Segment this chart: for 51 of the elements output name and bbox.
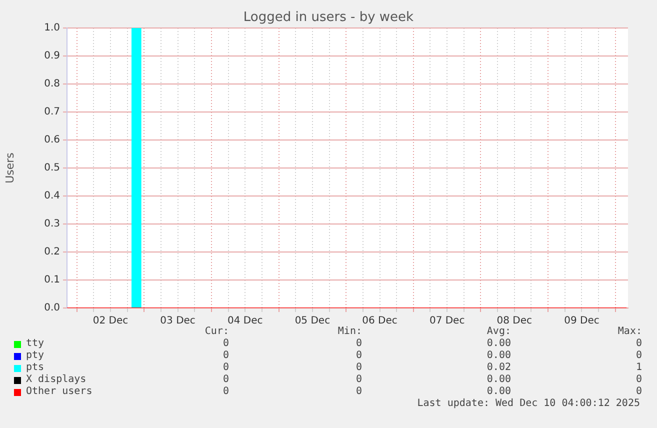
- legend-label: tty: [26, 338, 44, 350]
- text: 0: [636, 350, 642, 362]
- text: 0: [636, 374, 642, 386]
- text: 0: [356, 338, 362, 350]
- text: 0: [222, 338, 229, 350]
- y-tick-label: 0.1: [44, 274, 60, 286]
- text: 0: [356, 362, 362, 374]
- text: 0.02: [486, 362, 511, 374]
- text: 0: [222, 374, 229, 386]
- y-tick-label: 1.0: [44, 22, 60, 34]
- text: 0.00: [486, 338, 511, 350]
- text: Cur:: [204, 326, 229, 338]
- y-tick-label: 0.2: [44, 246, 60, 258]
- text: 0.00: [486, 374, 511, 386]
- text: 0: [356, 374, 362, 386]
- legend-label: pts: [26, 362, 44, 374]
- x-tick-label: 06 Dec: [362, 316, 398, 327]
- x-tick-label: 08 Dec: [496, 316, 532, 327]
- y-axis-title: Users: [3, 152, 16, 184]
- text: Avg:: [486, 326, 511, 338]
- legend-label: X displays: [26, 374, 86, 386]
- legend-label: pty: [26, 350, 44, 362]
- x-tick-label: 04 Dec: [227, 316, 263, 327]
- text: 0.00: [486, 386, 511, 398]
- x-tick-label: 07 Dec: [429, 316, 465, 327]
- text: 0: [222, 386, 229, 398]
- x-tick-label: 03 Dec: [160, 316, 196, 327]
- text: 0.00: [486, 350, 511, 362]
- x-tick-label: 02 Dec: [92, 316, 128, 327]
- text: 0: [356, 350, 362, 362]
- text: 1: [636, 362, 642, 374]
- text: Max:: [618, 326, 642, 338]
- y-tick-label: 0.7: [44, 106, 60, 118]
- text: Last update: Wed Dec 10 04:00:12 2025: [417, 398, 640, 410]
- x-tick-label: 09 Dec: [564, 316, 600, 327]
- text: 0: [222, 350, 229, 362]
- y-tick-label: 0.8: [44, 78, 60, 90]
- text: 0: [222, 362, 229, 374]
- y-tick-label: 0.6: [44, 134, 60, 146]
- y-tick-label: 0.9: [44, 50, 60, 62]
- legend-label: Other users: [26, 386, 92, 398]
- text: 0: [356, 386, 362, 398]
- y-tick-label: 0.3: [44, 218, 60, 230]
- y-tick-label: 0.5: [44, 162, 60, 174]
- text: Min:: [338, 326, 362, 338]
- x-tick-label: 05 Dec: [294, 316, 330, 327]
- text: 0: [636, 386, 642, 398]
- chart-title: Logged in users - by week: [243, 10, 414, 25]
- y-tick-label: 0.4: [44, 190, 60, 202]
- text: 0: [636, 338, 642, 350]
- y-tick-label: 0.0: [44, 302, 60, 314]
